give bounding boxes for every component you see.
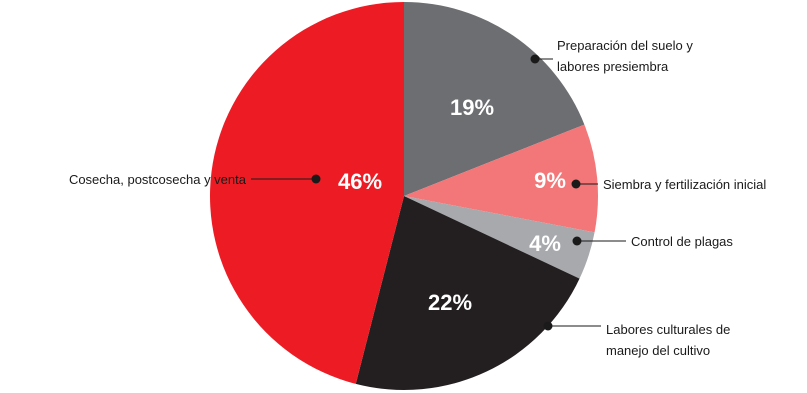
pie-slice-2 [404, 124, 598, 233]
slice-category-label: Cosecha, postcosecha y venta [69, 172, 247, 187]
pie-slice-percentage: 19% [450, 95, 494, 120]
pie-slice-5 [210, 2, 404, 384]
slice-category-label: Siembra y fertilización inicial [603, 177, 766, 192]
percentage-labels: 19% 9% 4% 22% 46% [338, 95, 566, 315]
pie-slice-3 [404, 196, 595, 279]
pie-slice-percentage: 46% [338, 169, 382, 194]
pie-slice-percentage: 22% [428, 290, 472, 315]
slice-category-label: Control de plagas [631, 234, 733, 249]
slice-category-label: Labores culturales de manejo del cultivo [606, 322, 730, 358]
callouts: Preparación del suelo y labores presiembr… [69, 38, 766, 358]
pie-slice-percentage: 4% [529, 231, 561, 256]
slice-category-label: Preparación del suelo y labores presiembr… [557, 38, 693, 74]
pie-slice-4 [355, 196, 580, 391]
pie-slices [210, 2, 598, 391]
pie-slice-1 [404, 2, 585, 196]
pie-slice-percentage: 9% [534, 168, 566, 193]
